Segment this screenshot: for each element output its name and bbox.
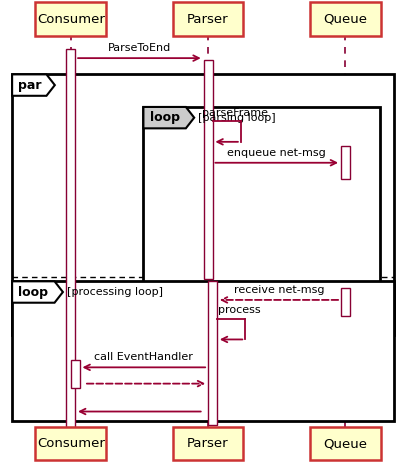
FancyBboxPatch shape [204, 60, 213, 279]
FancyBboxPatch shape [208, 281, 217, 425]
Text: loop: loop [18, 286, 48, 299]
FancyBboxPatch shape [35, 2, 106, 36]
Polygon shape [143, 107, 194, 128]
Text: Queue: Queue [324, 437, 367, 450]
FancyBboxPatch shape [310, 2, 381, 36]
Text: Queue: Queue [324, 13, 367, 26]
Polygon shape [12, 74, 55, 96]
FancyBboxPatch shape [143, 107, 380, 284]
Text: par: par [17, 79, 41, 92]
Text: Consumer: Consumer [37, 437, 105, 450]
FancyBboxPatch shape [341, 288, 350, 316]
FancyBboxPatch shape [12, 74, 394, 335]
Text: ParseToEnd: ParseToEnd [108, 43, 171, 53]
Text: [parsing loop]: [parsing loop] [198, 113, 276, 123]
Text: [processing loop]: [processing loop] [67, 287, 163, 297]
Text: receive net-msg: receive net-msg [234, 285, 324, 295]
FancyBboxPatch shape [173, 2, 243, 36]
Text: process: process [218, 305, 261, 315]
Text: Parser: Parser [187, 437, 229, 450]
Text: parseFrame: parseFrame [202, 107, 268, 118]
FancyBboxPatch shape [71, 360, 80, 388]
Text: Consumer: Consumer [37, 13, 105, 26]
Text: loop: loop [149, 111, 180, 124]
FancyBboxPatch shape [341, 146, 350, 179]
Text: enqueue net-msg: enqueue net-msg [227, 147, 326, 158]
Polygon shape [12, 281, 63, 303]
FancyBboxPatch shape [173, 427, 243, 460]
FancyBboxPatch shape [66, 49, 75, 435]
FancyBboxPatch shape [35, 427, 106, 460]
FancyBboxPatch shape [310, 427, 381, 460]
FancyBboxPatch shape [12, 281, 394, 421]
Text: Parser: Parser [187, 13, 229, 26]
Text: call EventHandler: call EventHandler [95, 352, 193, 362]
